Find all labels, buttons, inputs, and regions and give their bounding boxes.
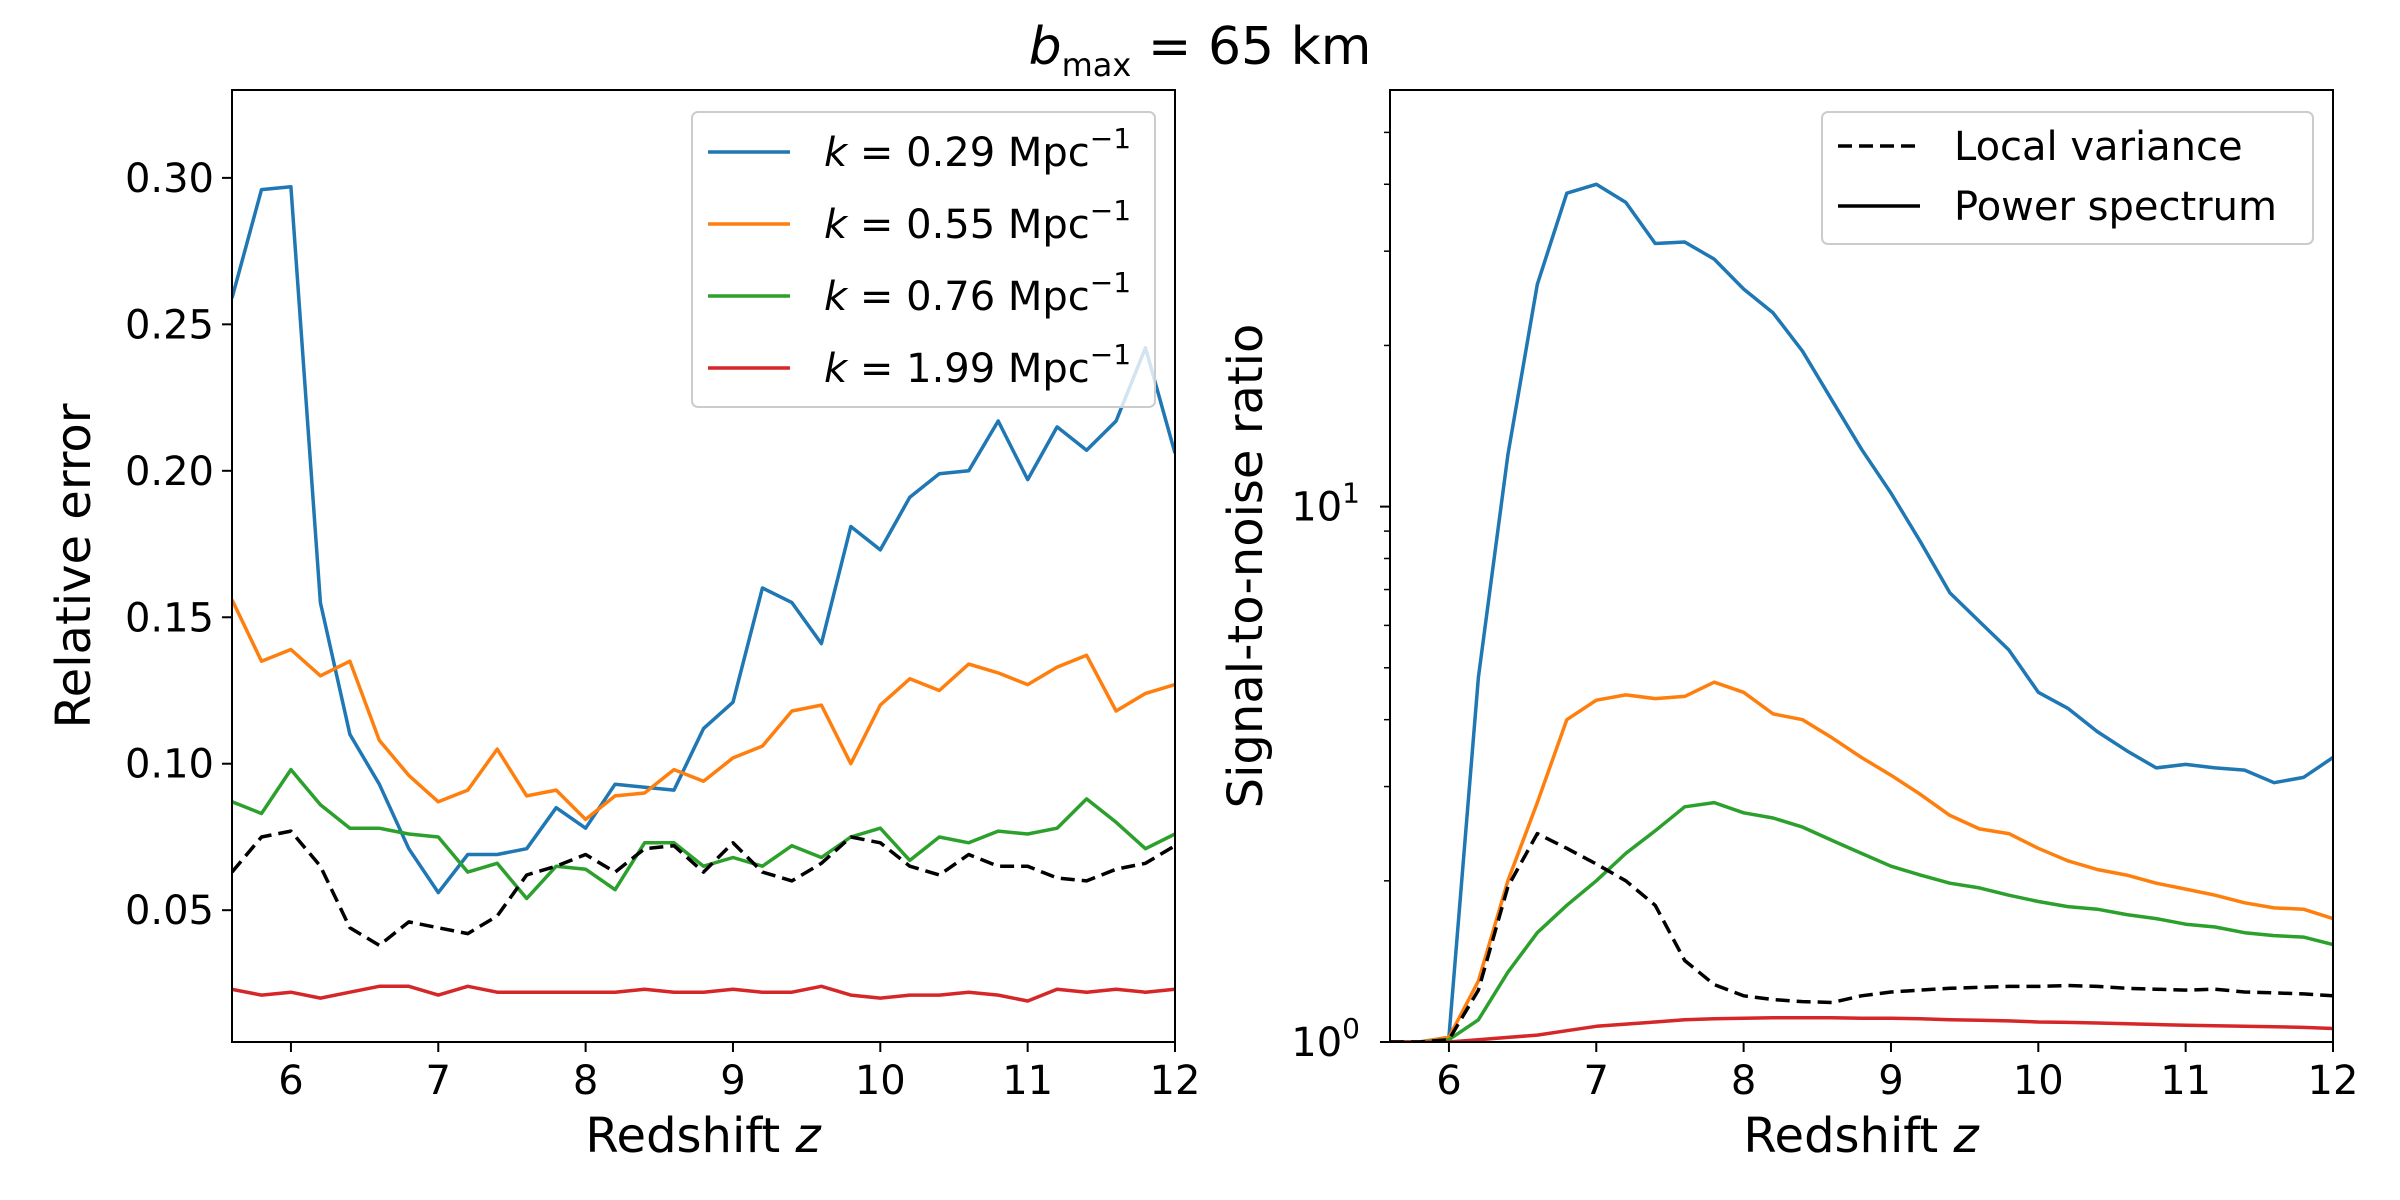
title-rest: = 65 km — [1131, 17, 1371, 77]
right-series-line-3 — [1390, 1015, 2333, 1042]
right-legend: Local variance Power spectrum — [1821, 111, 2314, 245]
left-x-tick-label: 8 — [573, 1058, 598, 1104]
right-series-line-1 — [1390, 680, 2333, 1042]
right-series-line-4 — [1390, 831, 2333, 1042]
right-x-axis-title: Redshift z — [1743, 1108, 1980, 1164]
right-y-axis: 100 101 — [1291, 131, 1390, 1066]
left-y-tick-label: 0.05 — [125, 888, 214, 934]
left-series-line-3 — [232, 984, 1175, 1003]
right-legend-label: Local variance — [1954, 124, 2243, 170]
left-legend-label: k = 0.76 Mpc−1 — [824, 266, 1131, 320]
right-plot-lines — [1390, 182, 2333, 1042]
title-symbol: b — [1029, 17, 1062, 77]
right-x-tick-label: 12 — [2308, 1058, 2359, 1104]
left-legend: k = 0.29 Mpc−1 k = 0.55 Mpc−1 k = 0.76 Mpc… — [691, 111, 1156, 408]
right-y-tick-label: 101 — [1291, 477, 1360, 531]
left-legend-label: k = 1.99 Mpc−1 — [824, 338, 1131, 392]
left-x-tick-label: 9 — [720, 1058, 745, 1104]
left-x-axis-title: Redshift z — [585, 1108, 822, 1164]
right-x-axis: 6 7 8 9 10 11 12 — [1436, 1042, 2358, 1104]
left-axes-frame — [231, 89, 1176, 1043]
left-series-line-2 — [232, 767, 1175, 901]
right-x-tick-label: 9 — [1878, 1058, 1903, 1104]
figure-title: bmax = 65 km — [1029, 17, 1372, 84]
left-x-tick-label: 12 — [1150, 1058, 1201, 1104]
left-x-tick-label: 6 — [278, 1058, 303, 1104]
right-x-tick-label: 6 — [1436, 1058, 1461, 1104]
left-series-line-0 — [232, 184, 1175, 895]
right-series-line-2 — [1390, 800, 2333, 1042]
left-plot-lines — [232, 184, 1175, 1003]
left-panel-relative-error: 6 7 8 9 10 11 12 0.05 0.10 0.15 0.20 0.25 0.30 Rela… — [46, 89, 1200, 1164]
right-y-tick-label: 100 — [1291, 1012, 1360, 1066]
left-y-axis: 0.05 0.10 0.15 0.20 0.25 0.30 — [125, 156, 232, 934]
right-legend-box — [1821, 111, 2314, 245]
right-x-tick-label: 7 — [1584, 1058, 1609, 1104]
left-series-line-4 — [232, 829, 1175, 948]
right-x-tick-label: 11 — [2160, 1058, 2211, 1104]
right-axes-frame — [1389, 89, 2334, 1043]
left-y-tick-label: 0.20 — [125, 449, 214, 495]
right-legend-label: Power spectrum — [1954, 184, 2277, 230]
left-x-tick-label: 7 — [426, 1058, 451, 1104]
right-series-line-0 — [1390, 182, 2333, 1042]
right-y-axis-title: Signal-to-noise ratio — [1218, 324, 1274, 809]
left-legend-label: k = 0.55 Mpc−1 — [824, 194, 1131, 248]
left-y-tick-label: 0.15 — [125, 595, 214, 641]
left-x-tick-label: 11 — [1002, 1058, 1053, 1104]
right-x-tick-label: 10 — [2013, 1058, 2064, 1104]
left-y-tick-label: 0.30 — [125, 156, 214, 202]
left-series-line-1 — [232, 598, 1175, 822]
left-y-tick-label: 0.10 — [125, 742, 214, 788]
left-x-tick-label: 10 — [855, 1058, 906, 1104]
right-x-tick-label: 8 — [1731, 1058, 1756, 1104]
title-subscript: max — [1062, 46, 1132, 84]
left-legend-box — [691, 111, 1156, 408]
left-x-axis: 6 7 8 9 10 11 12 — [278, 1042, 1200, 1104]
left-y-axis-title: Relative error — [46, 403, 102, 728]
left-legend-label: k = 0.29 Mpc−1 — [824, 122, 1131, 176]
left-y-tick-label: 0.25 — [125, 302, 214, 348]
